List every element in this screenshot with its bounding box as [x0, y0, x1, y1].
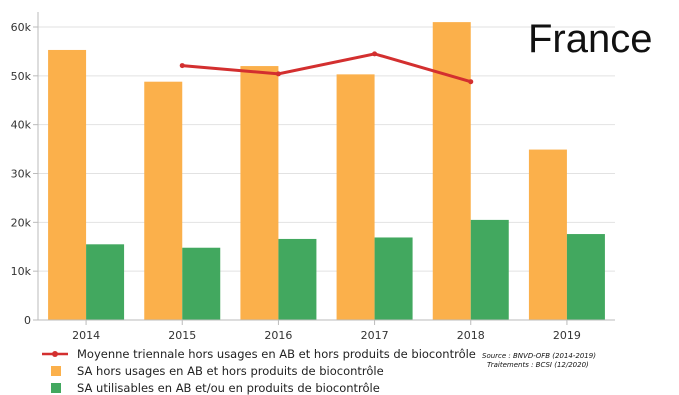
line-point: [275, 71, 281, 77]
legend-orange-swatch: [51, 366, 61, 376]
legend-label-orange: SA hors usages en AB et hors produits de…: [77, 364, 384, 378]
bar-orange-2017: [336, 74, 375, 320]
bar-green-2016: [278, 238, 317, 320]
x-tick-label-2017: 2017: [361, 329, 389, 342]
bar-green-2015: [182, 247, 221, 320]
legend-green-swatch: [51, 383, 61, 393]
source-note: Source : BNVD-OFB (2014-2019) Traitement…: [482, 352, 596, 369]
bar-green-2019: [566, 234, 605, 320]
x-tick-label-2015: 2015: [168, 329, 196, 342]
bar-green-2017: [374, 237, 413, 320]
x-tick-label-2018: 2018: [457, 329, 485, 342]
source-line-2: Traitements : BCSI (12/2020): [487, 361, 589, 369]
legend-label-green: SA utilisables en AB et/ou en produits d…: [77, 381, 380, 395]
y-tick-label: 30k: [11, 168, 32, 181]
x-tick-label-2014: 2014: [72, 329, 100, 342]
y-tick-label: 60k: [11, 21, 32, 34]
bar-green-2014: [86, 244, 125, 320]
legend-line-marker: [52, 351, 58, 357]
x-axis: 2014 2015 2016 2017 2018 2019: [38, 319, 615, 342]
y-axis: 0 10k 20k 30k 40k 50k 60k: [11, 12, 39, 327]
y-tick-label: 50k: [11, 70, 32, 83]
y-tick-label: 0: [24, 314, 31, 327]
bar-green-2018: [470, 219, 509, 320]
y-tick-label: 10k: [11, 265, 32, 278]
legend-item-orange: SA hors usages en AB et hors produits de…: [51, 364, 384, 378]
legend-label-line: Moyenne triennale hors usages en AB et h…: [77, 347, 476, 361]
grid-lines: [38, 26, 615, 272]
y-tick-label: 40k: [11, 119, 32, 132]
bar-orange-2019: [528, 149, 567, 320]
y-tick-label: 20k: [11, 216, 32, 229]
bars: [48, 22, 605, 321]
line-point: [372, 51, 378, 57]
line-point: [179, 63, 185, 69]
x-tick-label-2019: 2019: [553, 329, 581, 342]
line-moyenne-triennale: [182, 52, 472, 84]
bar-orange-2016: [240, 66, 279, 320]
bar-orange-2018: [432, 22, 471, 320]
bar-orange-2014: [48, 49, 87, 321]
line-series: [179, 51, 474, 85]
x-tick-label-2016: 2016: [264, 329, 292, 342]
line-point: [468, 79, 474, 85]
bar-orange-2015: [144, 81, 183, 321]
legend-item-green: SA utilisables en AB et/ou en produits d…: [51, 381, 380, 395]
region-label: France: [528, 17, 653, 61]
legend-item-line: Moyenne triennale hors usages en AB et h…: [42, 347, 476, 361]
source-line-1: Source : BNVD-OFB (2014-2019): [482, 352, 596, 360]
legend: Moyenne triennale hors usages en AB et h…: [42, 347, 476, 395]
